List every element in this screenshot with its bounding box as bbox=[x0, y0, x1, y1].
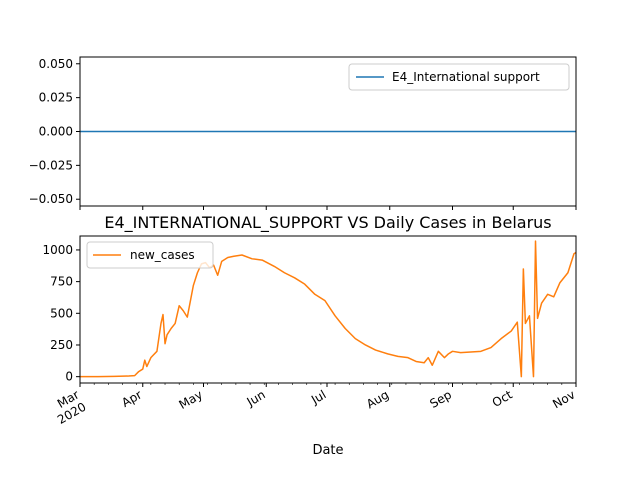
bottom-plot-frame bbox=[79, 235, 577, 384]
top-y-tick-label: 0.025 bbox=[39, 91, 73, 105]
x-axis-label: Date bbox=[312, 443, 343, 458]
bottom-y-tick-label: 1000 bbox=[42, 243, 73, 257]
bottom-y-tick-label: 250 bbox=[50, 338, 73, 352]
x-tick-label: Oct bbox=[490, 387, 515, 410]
top-y-tick-label: 0.000 bbox=[39, 125, 73, 139]
bottom-legend-label: new_cases bbox=[130, 248, 195, 262]
x-tick-label: Jul bbox=[308, 387, 328, 407]
top-legend: E4_International support bbox=[348, 63, 570, 91]
bottom-y-tick-label: 500 bbox=[50, 306, 73, 320]
x-tick-label: May bbox=[177, 387, 205, 412]
x-tick-label: Nov bbox=[550, 387, 577, 411]
x-tick-label: Aug bbox=[364, 387, 391, 411]
series-line-new-cases bbox=[80, 240, 577, 378]
top-y-tick-label: −0.025 bbox=[29, 158, 73, 172]
x-tick-label: Sep bbox=[427, 387, 454, 410]
chart-title: E4_INTERNATIONAL_SUPPORT VS Daily Cases … bbox=[104, 213, 551, 233]
top-legend-box bbox=[348, 63, 570, 91]
bottom-y-tick-label: 0 bbox=[65, 370, 73, 384]
bottom-legend-box bbox=[86, 241, 214, 269]
x-tick-label: Apr bbox=[119, 387, 144, 410]
bottom-y-tick-label: 750 bbox=[50, 275, 73, 289]
top-y-tick-label: −0.050 bbox=[29, 192, 73, 206]
x-tick-label: Jun bbox=[244, 387, 268, 409]
top-subplot: −0.050 −0.025 0.000 0.025 0.050 E4_Internatio… bbox=[29, 56, 577, 210]
top-legend-label: E4_International support bbox=[392, 70, 540, 84]
bottom-legend: new_cases bbox=[86, 241, 214, 269]
top-y-tick-label: 0.050 bbox=[39, 57, 73, 71]
